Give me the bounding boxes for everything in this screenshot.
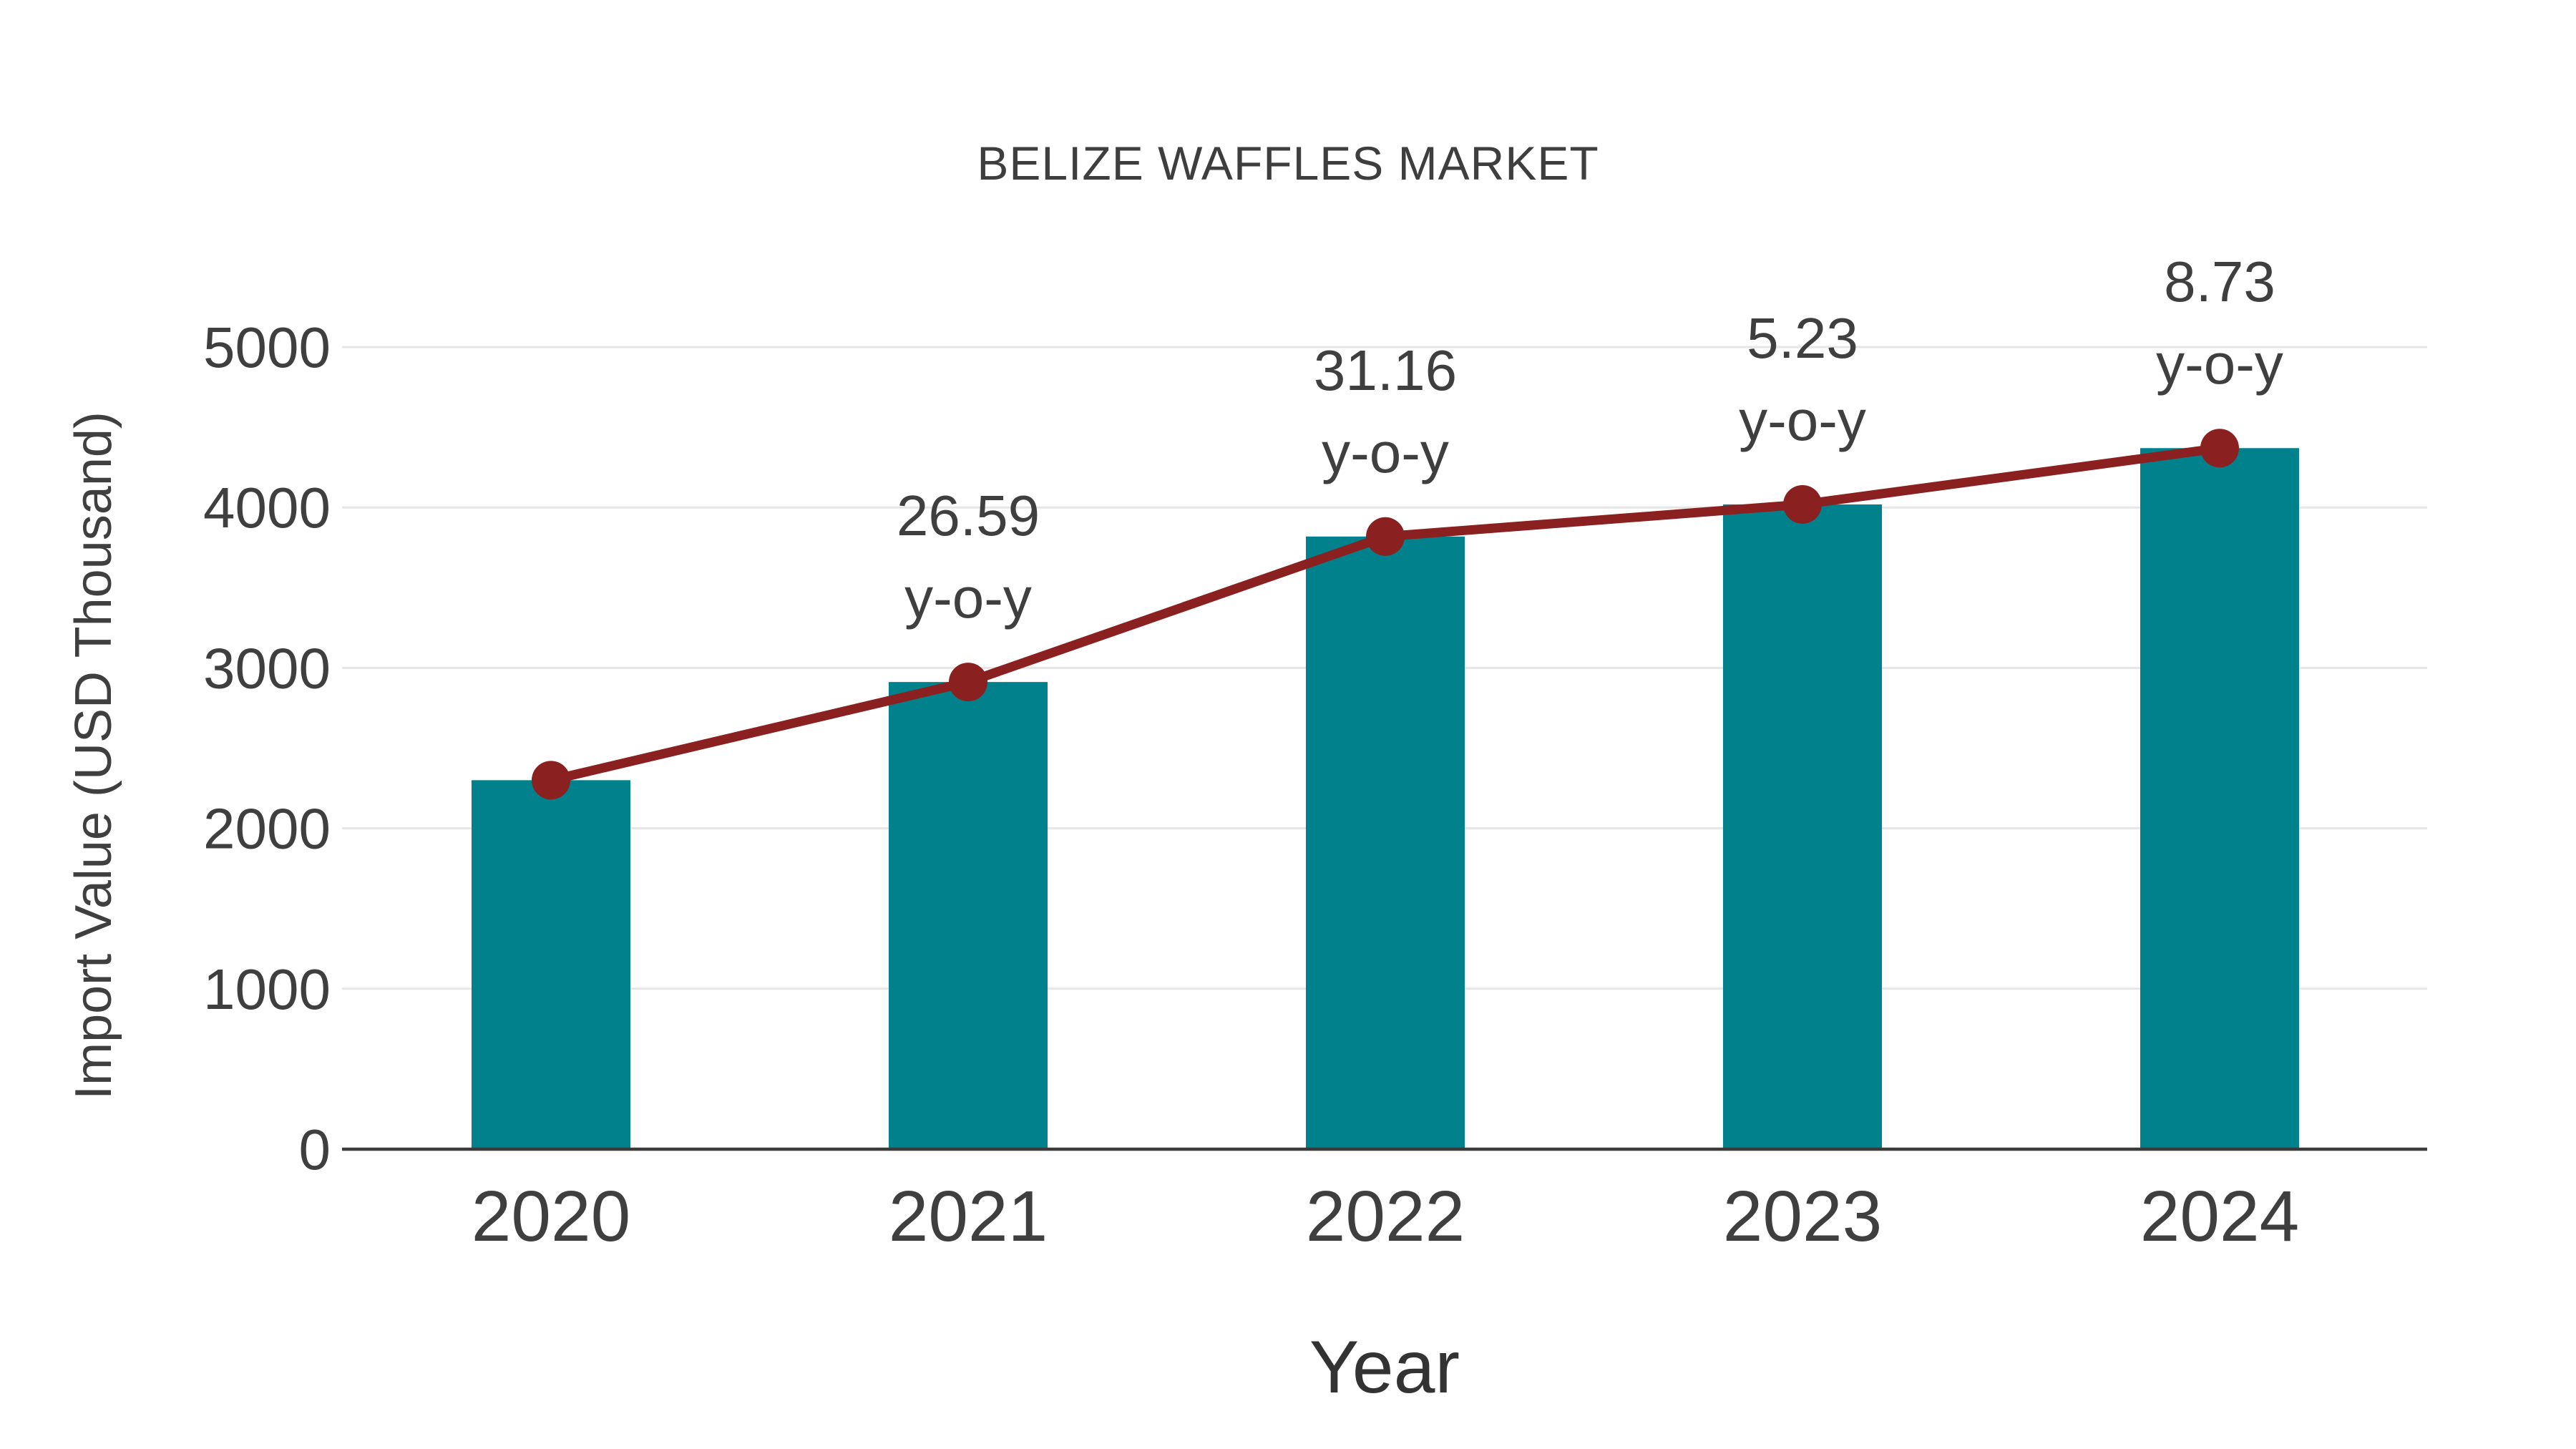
chart-title: BELIZE WAFFLES MARKET [977, 137, 1599, 190]
x-tick-2024: 2024 [2140, 1176, 2299, 1257]
x-tick-2023: 2023 [1723, 1176, 1882, 1257]
bar-2022 [1306, 536, 1465, 1149]
y-tick-1000: 1000 [203, 957, 331, 1021]
x-tick-2020: 2020 [472, 1176, 630, 1257]
marker-2023 [1783, 484, 1822, 524]
annotation-2023-value: 5.23 [1747, 306, 1858, 370]
bar-2020 [472, 780, 630, 1149]
annotation-2021-label: y-o-y [904, 566, 1032, 630]
annotation-2023-label: y-o-y [1739, 389, 1866, 452]
marker-2022 [1366, 517, 1405, 556]
annotation-2024-value: 8.73 [2164, 250, 2275, 313]
y-tick-4000: 4000 [203, 476, 331, 540]
bar-2023 [1723, 504, 1882, 1149]
x-tick-2021: 2021 [889, 1176, 1048, 1257]
y-tick-0: 0 [299, 1118, 331, 1181]
bar-2021 [889, 682, 1048, 1149]
annotation-2022-value: 31.16 [1314, 338, 1457, 402]
y-tick-3000: 3000 [203, 636, 331, 700]
marker-2021 [949, 663, 987, 702]
marker-2020 [532, 761, 570, 800]
x-axis-title: Year [1309, 1326, 1460, 1409]
annotation-2024-label: y-o-y [2156, 332, 2283, 396]
bar-2024 [2140, 448, 2299, 1149]
y-tick-5000: 5000 [203, 316, 331, 379]
annotation-2022-label: y-o-y [1322, 421, 1449, 484]
annotation-2021-value: 26.59 [897, 484, 1040, 547]
x-tick-2022: 2022 [1306, 1176, 1465, 1257]
marker-2024 [2200, 429, 2239, 468]
y-tick-2000: 2000 [203, 797, 331, 861]
